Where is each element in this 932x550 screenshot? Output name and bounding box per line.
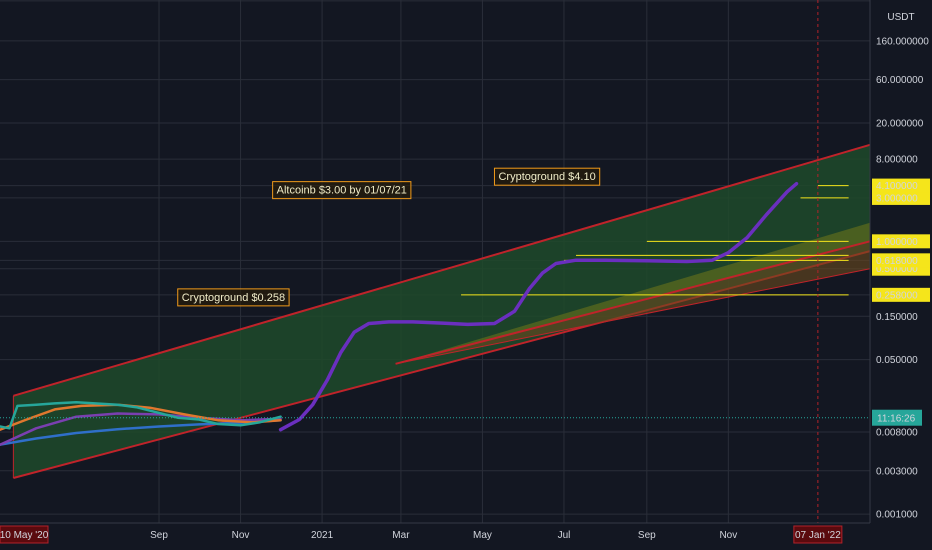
price-tick-label: 0.150000 (876, 312, 918, 323)
annotation: Cryptoground $4.10 (493, 167, 601, 186)
price-tick-label: 160.000000 (876, 36, 929, 47)
current-price-label: 11:16:26 (877, 414, 916, 425)
time-axis[interactable]: Sep Nov 2021 Mar May Jul Sep Nov 10 May '20 07 Ja… (0, 522, 870, 550)
wedge-mid-line (395, 240, 871, 365)
annotation-label: Cryptoground $4.10 (498, 171, 595, 183)
time-tick-label: May (473, 530, 492, 541)
series-ma-blue (0, 418, 282, 446)
current-price-tag (872, 409, 922, 426)
price-tick-label: 3.000000 (876, 193, 918, 204)
annotation-label: Altcoinb $3.00 by 01/07/21 (277, 185, 407, 197)
series-lines (0, 181, 799, 446)
wedge-bottom-line (395, 268, 871, 365)
time-tag-label: 07 Jan '22 (795, 530, 841, 541)
price-tick-label: 1.000000 (876, 237, 918, 248)
price-tick-label: 4.100000 (876, 181, 918, 192)
price-tick-label: 8.000000 (876, 155, 918, 166)
time-tick-label: Nov (232, 530, 250, 541)
time-tick-label: 2021 (311, 530, 334, 541)
time-tag (0, 525, 49, 544)
time-tick-label: Sep (150, 530, 168, 541)
channel-upper-line (13, 143, 871, 397)
price-tick-label: 0.258000 (876, 290, 918, 301)
price-tick-label: 0.618000 (876, 256, 918, 267)
wedge-upper-fill (395, 222, 870, 364)
price-tick-label: 60.000000 (876, 75, 924, 86)
price-tick-label: 0.050000 (876, 355, 918, 366)
price-tag-highlight (872, 287, 930, 302)
wedge (395, 222, 871, 365)
channel-fill (13, 144, 870, 478)
series-ma-purple (0, 412, 282, 446)
price-tag-highlight (872, 190, 930, 205)
price-unit-label: USDT (887, 12, 914, 23)
annotation-box (177, 288, 290, 307)
time-tick-label: Sep (638, 530, 656, 541)
time-tick-label: Mar (392, 530, 410, 541)
annotation: Cryptoground $0.258 (177, 288, 290, 307)
time-tag-label: 10 May '20 (0, 530, 49, 541)
price-tag-highlight (872, 253, 930, 268)
series-price (0, 401, 282, 430)
price-tick-label: 0.500000 (876, 264, 918, 275)
annotation-box (272, 181, 412, 200)
annotation-box (493, 167, 601, 186)
price-tick-label: 20.000000 (876, 118, 924, 129)
price-tag-highlight (872, 178, 930, 193)
series-projection (278, 181, 799, 432)
time-axis-background (0, 523, 870, 550)
annotations: Altcoinb $3.00 by 01/07/21 Cryptoground $… (177, 167, 601, 307)
price-tick-label: 0.008000 (876, 428, 918, 439)
annotation-label: Cryptoground $0.258 (182, 292, 285, 304)
price-tick-label: 0.003000 (876, 466, 918, 477)
time-tick-label: Nov (719, 530, 737, 541)
time-tag (793, 525, 843, 544)
time-tick-label: Jul (558, 530, 571, 541)
price-tag-highlight (872, 234, 930, 249)
price-tick-label: 0.001000 (876, 510, 918, 521)
annotation: Altcoinb $3.00 by 01/07/21 (272, 181, 412, 200)
